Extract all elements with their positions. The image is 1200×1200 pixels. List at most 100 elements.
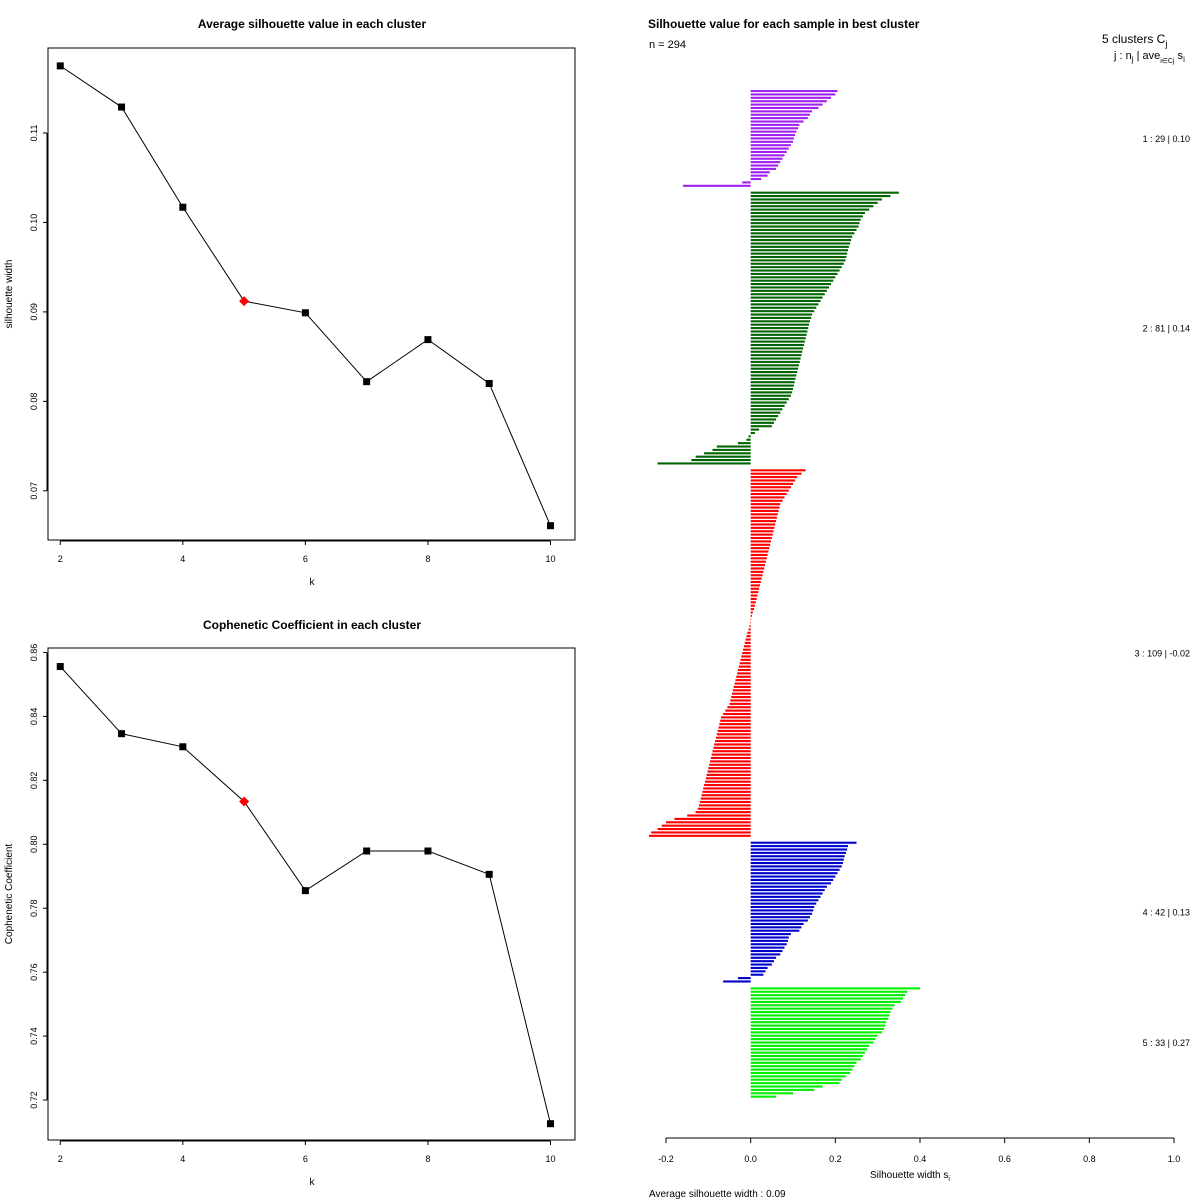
silhouette-bar	[750, 296, 823, 299]
silhouette-line	[59, 65, 551, 526]
legend-header-line2b: | ave	[1134, 50, 1161, 62]
silhouette-bar	[750, 1061, 857, 1064]
silhouette-bar	[737, 442, 751, 445]
silhouette-bar	[750, 594, 758, 597]
silhouette-bar	[704, 452, 751, 455]
cophenetic-point	[56, 663, 64, 671]
silhouette-bar	[750, 960, 774, 963]
cophenetic-y-tick-label: 0.72	[29, 1091, 39, 1109]
silhouette-bar	[750, 283, 832, 286]
silhouette-bar	[750, 882, 832, 885]
cophenetic-x-ticks: 2 4 6 8 10	[58, 1140, 555, 1164]
silhouette-point	[118, 103, 126, 111]
silhouette-bar	[750, 167, 777, 170]
silhouette-bar	[714, 743, 751, 746]
silhouette-y-tick-label: 0.10	[29, 214, 39, 232]
silhouette-bar	[750, 371, 798, 374]
silhouette-bar	[674, 817, 751, 820]
silhouette-bar	[750, 354, 802, 357]
silhouette-bar	[750, 421, 774, 424]
silhouette-bar	[750, 252, 848, 255]
silhouette-bar	[750, 939, 788, 942]
silhouette-bar-x-label: Silhouette width s	[870, 1170, 948, 1181]
silhouette-bar	[750, 601, 756, 604]
silhouette-bar	[750, 310, 815, 313]
silhouette-bar	[742, 652, 751, 655]
silhouette-bar	[682, 184, 751, 187]
silhouette-bar	[750, 943, 787, 946]
silhouette-bar	[750, 580, 761, 584]
silhouette-bar	[750, 916, 810, 919]
silhouette-bar	[750, 570, 764, 573]
cluster-label: 4 : 42 | 0.13	[1143, 908, 1190, 918]
legend-header-line2: j : n	[1113, 50, 1132, 62]
cophenetic-x-tick-label: 2	[58, 1154, 63, 1164]
silhouette-bar	[730, 699, 751, 702]
silhouette-bar	[750, 133, 796, 137]
silhouette-bar	[750, 875, 836, 878]
silhouette-bar	[750, 1078, 842, 1081]
silhouette-bar	[750, 574, 763, 577]
silhouette-bar	[750, 415, 779, 418]
silhouette-bar	[750, 1071, 851, 1075]
silhouette-bar	[750, 509, 779, 512]
silhouette-bar	[750, 553, 768, 556]
silhouette-bar	[700, 797, 751, 800]
silhouette-bar	[750, 520, 777, 523]
silhouette-bar	[750, 848, 848, 851]
silhouette-bar	[750, 147, 789, 150]
silhouette-bar	[750, 895, 821, 898]
silhouette-bar	[750, 242, 851, 245]
silhouette-bar	[701, 794, 751, 797]
cophenetic-point	[424, 847, 432, 855]
cophenetic-line	[59, 666, 551, 1124]
silhouette-bar	[750, 222, 860, 225]
silhouette-bar	[750, 1095, 777, 1098]
silhouette-y-label: silhouette width	[4, 260, 15, 329]
silhouette-bar	[750, 1058, 861, 1061]
silhouette-bar	[750, 293, 825, 296]
silhouette-bar	[750, 956, 777, 959]
silhouette-bar	[743, 645, 751, 648]
silhouette-bar	[750, 997, 904, 1000]
cophenetic-y-tick-label: 0.74	[29, 1027, 39, 1045]
silhouette-bar-x-tick-label: -0.2	[658, 1154, 674, 1164]
silhouette-bar	[750, 140, 793, 143]
silhouette-y-ticks: 0.07 0.08 0.09 0.10 0.11	[29, 125, 48, 500]
silhouette-bar	[750, 374, 797, 377]
silhouette-bar	[750, 1000, 901, 1003]
silhouette-bar	[750, 316, 812, 319]
silhouette-bar	[750, 106, 819, 110]
silhouette-bar	[750, 333, 807, 336]
silhouette-bar	[750, 994, 906, 997]
legend-header-sub1: j	[1164, 39, 1167, 49]
silhouette-bar	[750, 205, 874, 208]
silhouette-bar	[750, 503, 781, 506]
silhouette-bar	[750, 195, 891, 198]
silhouette-bar	[750, 137, 794, 140]
silhouette-point	[363, 378, 371, 386]
cophenetic-x-label: k	[310, 1177, 316, 1188]
silhouette-bar	[739, 662, 751, 665]
silhouette-bar	[750, 96, 832, 99]
silhouette-bar	[750, 425, 772, 428]
silhouette-bar	[750, 611, 753, 614]
silhouette-bar-x-tick-label: 0.8	[1083, 1154, 1096, 1164]
silhouette-bar	[706, 773, 751, 776]
silhouette-bar	[735, 679, 751, 682]
silhouette-bar	[750, 523, 776, 526]
silhouette-bar	[750, 340, 805, 343]
silhouette-bar	[741, 655, 751, 658]
silhouette-bar	[750, 360, 800, 363]
silhouette-bar	[750, 1021, 887, 1024]
silhouette-bar	[750, 486, 791, 489]
silhouette-bar	[750, 936, 789, 939]
silhouette-point	[56, 62, 64, 70]
silhouette-bar	[750, 1051, 865, 1054]
silhouette-bar	[750, 384, 794, 387]
silhouette-bar	[743, 648, 751, 651]
silhouette-bar	[750, 215, 863, 218]
silhouette-bar	[750, 1027, 885, 1031]
legend-header-line1: 5 clusters C	[1102, 32, 1166, 46]
silhouette-bar	[733, 685, 751, 688]
